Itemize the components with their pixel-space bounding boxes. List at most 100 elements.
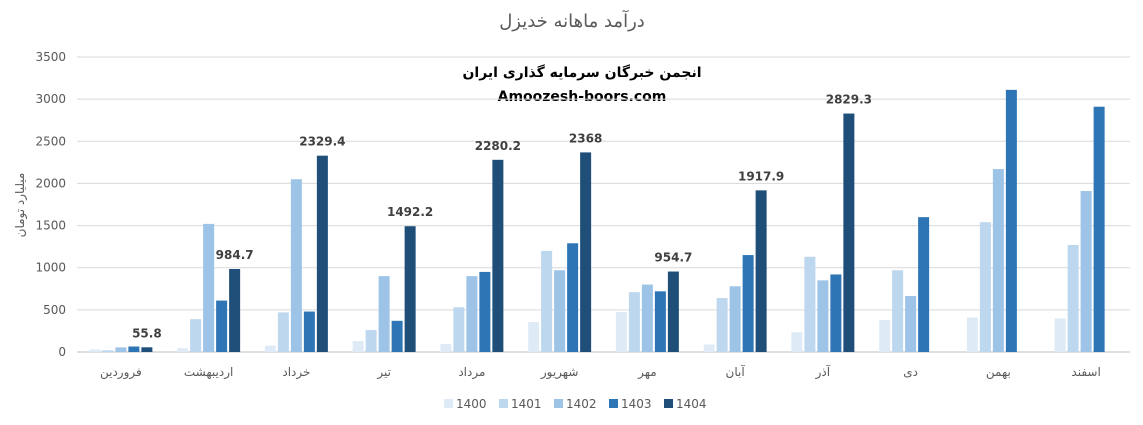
bar-1403 bbox=[479, 271, 491, 352]
bar-1404 bbox=[404, 226, 416, 352]
legend-swatch-1400 bbox=[444, 399, 453, 408]
data-label: 1492.2 bbox=[387, 205, 433, 219]
y-axis-title: میلیارد تومان bbox=[13, 173, 28, 238]
bar-1403 bbox=[918, 217, 930, 352]
y-axis-ticks: 0 500 1000 1500 2000 2500 3000 3500 bbox=[35, 50, 66, 359]
bar-1401 bbox=[804, 256, 816, 352]
watermark-line1: انجمن خبرگان سرمایه گذاری ایران bbox=[462, 64, 701, 81]
legend-label-1403: 1403 bbox=[621, 397, 652, 411]
bar-1402 bbox=[554, 270, 566, 352]
legend-label-1402: 1402 bbox=[566, 397, 597, 411]
bar-1401 bbox=[365, 330, 377, 352]
data-label: 984.7 bbox=[216, 248, 254, 262]
bar-1401 bbox=[979, 222, 991, 352]
bar-1401 bbox=[1067, 244, 1079, 352]
bar-1400 bbox=[528, 322, 540, 352]
y-tick-label: 3500 bbox=[35, 50, 66, 64]
bar-1402 bbox=[905, 295, 917, 352]
gridlines bbox=[77, 56, 1130, 353]
bar-1401 bbox=[453, 307, 465, 352]
x-tick-label: فروردین bbox=[100, 365, 142, 380]
bar-1404 bbox=[580, 152, 592, 352]
x-tick-label: بهمن bbox=[986, 365, 1011, 380]
bar-1403 bbox=[1005, 89, 1017, 352]
legend-label-1401: 1401 bbox=[511, 397, 542, 411]
legend-swatch-1404 bbox=[664, 399, 673, 408]
bar-1401 bbox=[892, 270, 904, 352]
bar-1400 bbox=[89, 349, 101, 352]
bar-1401 bbox=[628, 292, 640, 352]
bar-1404 bbox=[755, 190, 767, 352]
bar-1403 bbox=[303, 311, 315, 352]
y-tick-label: 2500 bbox=[35, 134, 66, 148]
bar-1402 bbox=[1080, 191, 1092, 352]
bar-1400 bbox=[703, 344, 715, 352]
bar-1404 bbox=[843, 113, 855, 352]
legend-swatch-1401 bbox=[499, 399, 508, 408]
data-label: 954.7 bbox=[654, 251, 692, 265]
bar-1404 bbox=[141, 347, 153, 352]
bar-1403 bbox=[391, 320, 403, 352]
bar-1402 bbox=[729, 286, 741, 352]
bar-1400 bbox=[440, 343, 452, 352]
bar-1400 bbox=[615, 311, 627, 352]
bar-1402 bbox=[378, 276, 390, 352]
x-tick-label: اردیبهشت bbox=[184, 365, 233, 380]
watermark-line2: Amoozesh-boors.com bbox=[498, 89, 667, 105]
y-tick-label: 0 bbox=[58, 345, 66, 359]
bar-1401 bbox=[277, 312, 289, 352]
bar-1402 bbox=[817, 280, 829, 352]
bar-1403 bbox=[742, 255, 754, 352]
x-tick-label: مهر bbox=[637, 365, 657, 380]
y-tick-label: 500 bbox=[43, 303, 66, 317]
legend-swatch-1403 bbox=[609, 399, 618, 408]
x-tick-label: دی bbox=[903, 365, 918, 379]
x-tick-label: آذر bbox=[815, 364, 831, 380]
bar-1404 bbox=[492, 159, 504, 352]
bar-1400 bbox=[1054, 318, 1066, 352]
y-tick-label: 3000 bbox=[35, 92, 66, 106]
legend-label-1404: 1404 bbox=[676, 397, 707, 411]
bar-1402 bbox=[466, 276, 478, 352]
y-tick-label: 1000 bbox=[35, 261, 66, 275]
x-tick-label: شهریور bbox=[540, 365, 579, 380]
bar-1404 bbox=[316, 155, 328, 352]
x-tick-label: تیر bbox=[376, 365, 391, 380]
chart-title: درآمد ماهانه خدیزل bbox=[499, 9, 645, 32]
bar-1400 bbox=[791, 332, 803, 352]
bar-1403 bbox=[216, 300, 228, 352]
x-tick-label: اسفند bbox=[1071, 365, 1100, 379]
bar-1401 bbox=[102, 350, 114, 352]
y-tick-label: 2000 bbox=[35, 176, 66, 190]
data-labels: 55.8 984.7 2329.4 1492.2 2280.2 2368 954.7 1917… bbox=[132, 93, 872, 341]
x-tick-label: مرداد bbox=[458, 365, 485, 380]
data-label: 2368 bbox=[569, 131, 602, 145]
data-label: 1917.9 bbox=[738, 169, 784, 183]
data-label: 2280.2 bbox=[475, 139, 521, 153]
bar-1402 bbox=[203, 223, 215, 352]
bar-1402 bbox=[115, 347, 127, 352]
legend-swatch-1402 bbox=[554, 399, 563, 408]
bar-1403 bbox=[567, 243, 579, 352]
x-axis-ticks: فروردین اردیبهشت خرداد تیر مرداد شهریور مهر آبا… bbox=[100, 364, 1101, 380]
bar-1404 bbox=[229, 269, 241, 352]
legend: 1400 1401 1402 1403 1404 bbox=[444, 397, 707, 411]
data-label: 2829.3 bbox=[826, 93, 872, 107]
bar-1401 bbox=[716, 298, 728, 352]
bar-1400 bbox=[352, 341, 364, 352]
data-label: 2329.4 bbox=[299, 135, 345, 149]
bar-1403 bbox=[1093, 106, 1105, 352]
bar-1400 bbox=[264, 345, 276, 352]
bar-1403 bbox=[654, 291, 666, 352]
bar-1401 bbox=[541, 250, 553, 352]
data-label: 55.8 bbox=[132, 326, 162, 340]
bars bbox=[89, 89, 1105, 352]
x-tick-label: خرداد bbox=[282, 365, 310, 380]
bar-1400 bbox=[879, 319, 891, 352]
legend-label-1400: 1400 bbox=[456, 397, 487, 411]
bar-1400 bbox=[966, 317, 978, 352]
bar-1402 bbox=[290, 179, 302, 352]
bar-1401 bbox=[190, 319, 202, 352]
